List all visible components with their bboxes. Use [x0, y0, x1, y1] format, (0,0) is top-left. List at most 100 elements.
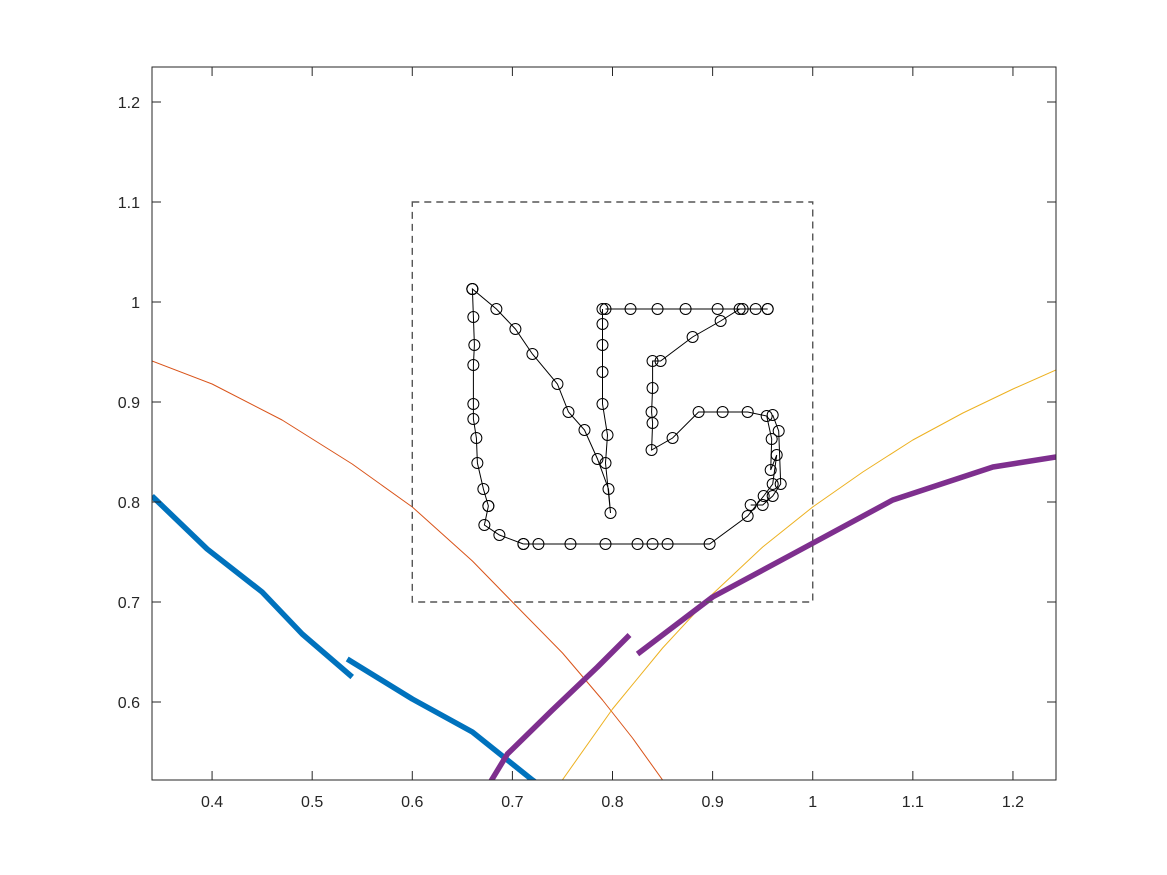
marker-letter-G: [654, 355, 667, 367]
marker-letter-N: [601, 429, 614, 441]
marker-letter-N-lower-left: [482, 500, 495, 512]
marker-letter-G: [703, 538, 716, 550]
annotation-layer: [411, 201, 814, 603]
x-tick-label: 0.5: [301, 794, 323, 811]
marker-letter-N: [562, 406, 575, 418]
marker-letter-G: [770, 449, 783, 461]
marker-letter-G-upper-hook: [744, 499, 757, 511]
line-letter-N-lower-left: [483, 505, 524, 545]
y-tick-label: 0.7: [118, 595, 140, 612]
marker-letter-G: [716, 406, 729, 418]
marker-letter-N: [551, 378, 564, 390]
marker-letter-N: [596, 318, 609, 330]
marker-letter-G: [646, 355, 659, 367]
x-tick-label: 1: [808, 794, 817, 811]
marker-letter-N: [467, 398, 480, 410]
series-purple-segment-2: [635, 454, 1056, 657]
marker-letter-G: [679, 303, 692, 315]
marker-letter-G: [733, 303, 746, 315]
marker-letter-N: [602, 483, 615, 495]
marker-letter-N: [591, 453, 604, 465]
line-blue-segment-2: [345, 656, 538, 780]
marker-letter-N: [526, 348, 539, 360]
marker-letter-G: [714, 315, 727, 327]
marker-letter-G-upper-hook: [772, 425, 785, 437]
marker-letter-N: [596, 339, 609, 351]
marker-letter-G: [686, 331, 699, 343]
marker-letter-N: [468, 339, 481, 351]
marker-letter-G: [646, 538, 659, 550]
marker-letter-G: [766, 478, 779, 490]
marker-letter-N: [596, 366, 609, 378]
series-red-curve: [152, 360, 664, 780]
x-tick-label: 1.1: [902, 794, 924, 811]
marker-letter-G-upper-hook: [766, 490, 779, 502]
marker-letter-G: [741, 510, 754, 522]
marker-letter-G: [692, 406, 705, 418]
series-purple-segment-1: [488, 633, 632, 780]
marker-letter-G-upper-hook: [756, 499, 769, 511]
marker-letter-N: [604, 507, 617, 519]
y-tick-label: 0.6: [118, 695, 140, 712]
x-tick-label: 0.4: [201, 794, 223, 811]
marker-letter-N: [471, 457, 484, 469]
marker-letter-G: [764, 464, 777, 476]
line-letter-G-upper-hook: [750, 414, 782, 506]
marker-letter-G: [532, 538, 545, 550]
marker-letter-G: [761, 303, 774, 315]
series-blue-segment-1: [152, 494, 354, 680]
x-tick-label: 0.7: [501, 794, 523, 811]
series-layer: [152, 283, 1056, 780]
marker-letter-G: [666, 432, 679, 444]
marker-letter-G: [599, 303, 612, 315]
marker-letter-N: [490, 303, 503, 315]
marker-letter-G: [757, 490, 770, 502]
marker-letter-N: [467, 311, 480, 323]
marker-letter-N: [599, 457, 612, 469]
marker-letter-G: [645, 444, 658, 456]
marker-letter-G: [661, 538, 674, 550]
line-red-curve: [152, 360, 664, 780]
marker-letter-G-upper-hook: [774, 478, 787, 490]
marker-letter-G: [736, 303, 749, 315]
series-blue-segment-2: [345, 656, 538, 780]
line-blue-segment-1: [152, 494, 354, 680]
y-tick-label: 1: [131, 295, 140, 312]
marker-letter-N: [477, 483, 490, 495]
x-tick-label: 0.9: [701, 794, 723, 811]
y-tick-label: 1.1: [118, 195, 140, 212]
line-letter-G: [523, 308, 778, 545]
marker-letter-N: [509, 323, 522, 335]
line-purple-segment-2: [635, 454, 1056, 657]
marker-letter-N: [467, 413, 480, 425]
marker-letter-G: [651, 303, 664, 315]
marker-letter-N-lower-left: [493, 529, 506, 541]
x-tick-label: 0.8: [601, 794, 623, 811]
marker-letter-G: [741, 406, 754, 418]
marker-letter-G: [599, 538, 612, 550]
y-tick-label: 0.9: [118, 395, 140, 412]
marker-letter-G: [631, 538, 644, 550]
marker-letter-G: [564, 538, 577, 550]
axes: 0.4 0.5 0.6 0.7 0.8 0.9 1 1.1 1.2 0.6 0.7 0.8 0.9 1 1.…: [118, 66, 1057, 811]
marker-letter-N-lower-left: [478, 519, 491, 531]
marker-letter-G: [645, 406, 658, 418]
x-tick-label: 0.6: [401, 794, 423, 811]
y-tick-label: 1.2: [118, 95, 140, 112]
marker-letter-N: [466, 283, 479, 295]
marker-letter-N: [596, 398, 609, 410]
marker-letter-G: [646, 382, 659, 394]
marker-letter-G: [765, 433, 778, 445]
marker-letter-N: [470, 432, 483, 444]
marker-letter-G: [517, 538, 530, 550]
marker-letter-G: [749, 303, 762, 315]
line-yellow-curve: [561, 369, 1056, 780]
y-tick-label: 0.8: [118, 495, 140, 512]
marker-letter-N: [578, 424, 591, 436]
marker-letter-N: [467, 359, 480, 371]
series-yellow-curve: [561, 369, 1056, 780]
line-purple-segment-1: [488, 633, 632, 780]
x-tick-label: 1.2: [1002, 794, 1024, 811]
marker-letter-G-upper-hook: [766, 409, 779, 421]
